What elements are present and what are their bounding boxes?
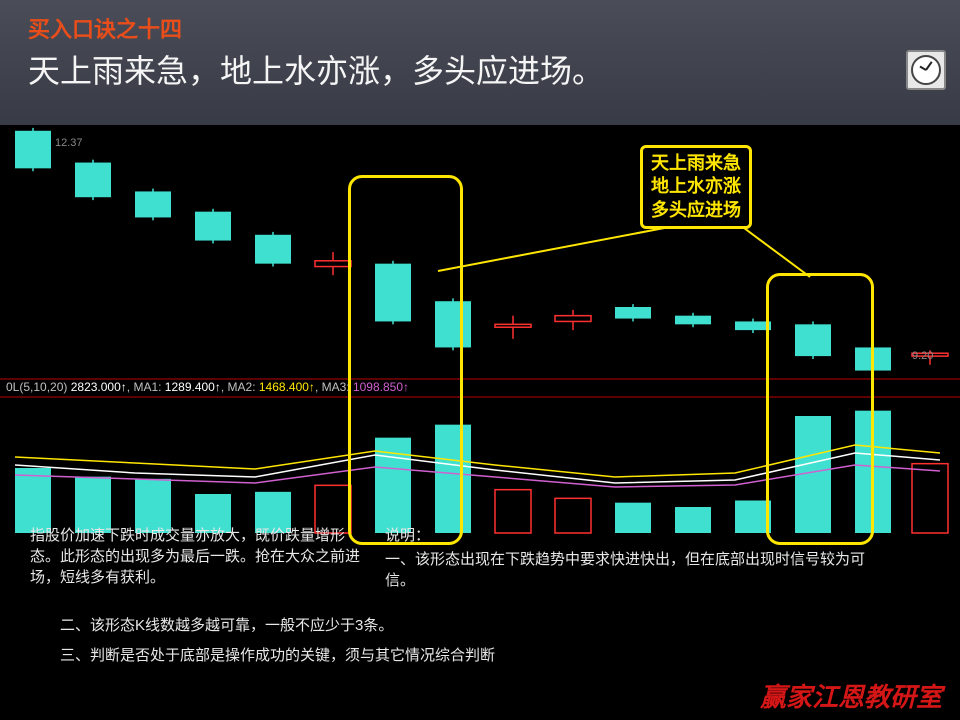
callout-line-3: 多头应进场 [651, 199, 741, 222]
price-label: 9.20 [912, 350, 933, 362]
volume-indicator-label: 0L(5,10,20) 2823.000↑, MA1: 1289.400↑, M… [6, 380, 409, 394]
footer-credit: 赢家江恩教研室 [760, 677, 942, 714]
pattern-highlight-box [348, 175, 463, 545]
chart-area: 天上雨来急 地上水亦涨 多头应进场 0L(5,10,20) 2823.000↑,… [0, 125, 960, 720]
price-label: 12.37 [55, 137, 83, 149]
clock-icon [906, 50, 946, 90]
pattern-callout: 天上雨来急 地上水亦涨 多头应进场 [640, 145, 752, 229]
explanation-text: 说明： [385, 525, 855, 546]
callout-line-2: 地上水亦涨 [651, 175, 741, 198]
header-title: 天上雨来急，地上水亦涨，多头应进场。 [28, 46, 960, 92]
pattern-highlight-box [766, 273, 874, 545]
explanation-text: 指股价加速下跌时成交量亦放大，既价跌量增形态。此形态的出现多为最后一跌。抢在大众… [30, 525, 360, 588]
header-bar: 买入口诀之十四 天上雨来急，地上水亦涨，多头应进场。 [0, 0, 960, 125]
explanation-text: 一、该形态出现在下跌趋势中要求快进快出，但在底部出现时信号较为可信。 [385, 549, 885, 591]
header-subtitle: 买入口诀之十四 [28, 12, 960, 44]
explanation-text: 三、判断是否处于底部是操作成功的关键，须与其它情况综合判断 [60, 645, 760, 666]
callout-line-1: 天上雨来急 [651, 152, 741, 175]
explanation-text: 二、该形态K线数越多越可靠，一般不应少于3条。 [60, 615, 760, 636]
